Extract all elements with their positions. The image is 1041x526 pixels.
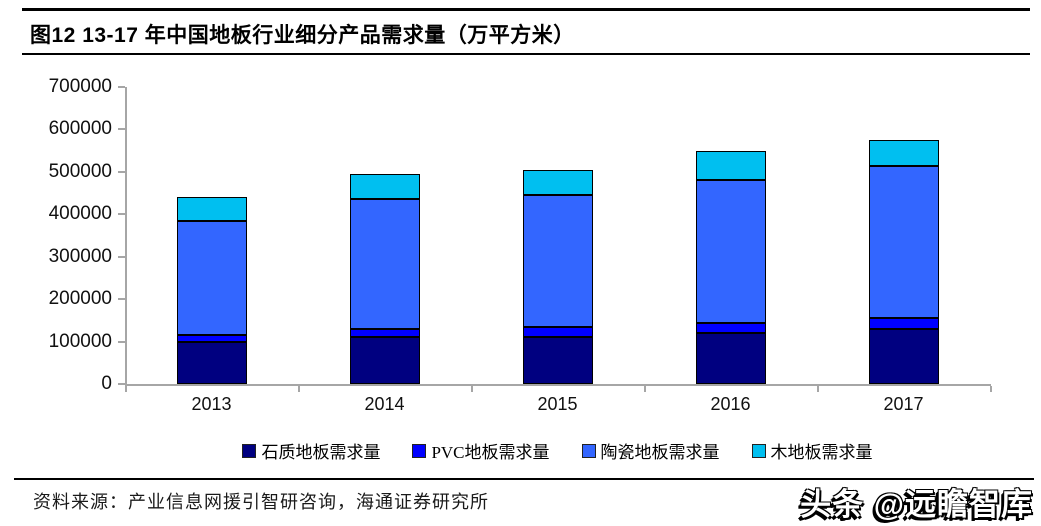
x-axis-tick bbox=[817, 386, 819, 392]
x-axis-tick bbox=[125, 386, 127, 392]
bar-segment bbox=[176, 220, 247, 336]
x-axis-line bbox=[125, 384, 991, 386]
x-axis-tick bbox=[990, 386, 992, 392]
bar-segment bbox=[176, 335, 247, 342]
bar-segment bbox=[522, 195, 593, 327]
y-axis-tick bbox=[118, 298, 125, 301]
y-axis-tick-label: 100000 bbox=[48, 330, 112, 352]
bar-segment bbox=[522, 169, 593, 196]
x-axis-tick-label: 2016 bbox=[710, 394, 751, 414]
bar-segment bbox=[695, 333, 766, 384]
x-axis-labels: 2013 2014 2015 2016 2017 bbox=[125, 394, 990, 418]
bar-segment bbox=[522, 337, 593, 384]
x-axis-tick-label: 2017 bbox=[883, 394, 924, 414]
bar-segment bbox=[695, 180, 766, 323]
y-axis-tick bbox=[118, 170, 125, 173]
bar-group-2016 bbox=[695, 150, 766, 384]
y-axis-tick bbox=[118, 86, 125, 88]
bar-segment bbox=[868, 165, 939, 319]
bar-segment bbox=[176, 341, 247, 384]
bar-segment bbox=[349, 337, 420, 384]
bar-segment bbox=[695, 322, 766, 334]
title-rule-bottom bbox=[22, 53, 1030, 55]
title-rule-top bbox=[22, 8, 1030, 11]
x-axis-tick-label: 2013 bbox=[191, 394, 232, 414]
bar-group-2013 bbox=[176, 197, 247, 384]
y-axis-tick-label: 500000 bbox=[48, 160, 112, 182]
bar-segment bbox=[176, 197, 247, 221]
watermark-toutiao: 头条 @远瞻智库 bbox=[800, 487, 1033, 522]
source-text: 资料来源：产业信息网援引智研咨询，海通证券研究所 bbox=[33, 492, 489, 512]
x-axis-tick bbox=[471, 386, 473, 392]
y-axis-tick-label: 200000 bbox=[48, 288, 112, 310]
y-axis-tick bbox=[118, 213, 125, 216]
y-axis-tick bbox=[118, 128, 125, 131]
y-axis-tick-label: 400000 bbox=[48, 203, 112, 225]
x-axis-tick-label: 2015 bbox=[537, 394, 578, 414]
y-axis-line bbox=[125, 87, 127, 385]
x-axis-tick bbox=[298, 386, 300, 392]
legend-label: 木地板需求量 bbox=[770, 443, 873, 462]
legend-swatch-icon bbox=[751, 443, 766, 458]
y-axis-tick-label: 600000 bbox=[48, 118, 112, 140]
bar-segment bbox=[868, 328, 939, 384]
bar-group-2015 bbox=[522, 169, 593, 384]
y-axis-tick-label: 0 bbox=[101, 373, 112, 394]
bar-segment bbox=[868, 140, 939, 166]
legend-label: PVC地板需求量 bbox=[431, 443, 550, 462]
y-axis-tick-label: 700000 bbox=[48, 76, 112, 97]
y-axis-tick bbox=[118, 255, 125, 258]
bar-group-2017 bbox=[868, 140, 939, 384]
bar-segment bbox=[695, 150, 766, 181]
bar-segment bbox=[349, 199, 420, 329]
legend-swatch-icon bbox=[242, 443, 257, 458]
y-axis-tick bbox=[118, 340, 125, 343]
bar-segment bbox=[522, 326, 593, 338]
x-axis-tick bbox=[644, 386, 646, 392]
legend-label: 陶瓷地板需求量 bbox=[600, 443, 720, 462]
chart-title: 图12 13-17 年中国地板行业细分产品需求量（万平方米） bbox=[30, 24, 575, 47]
legend-swatch-icon bbox=[581, 443, 596, 458]
bar-group-2014 bbox=[349, 174, 420, 384]
plot-area bbox=[125, 87, 990, 384]
legend-item: 石质地板需求量 bbox=[242, 438, 380, 463]
legend-item: 木地板需求量 bbox=[751, 438, 873, 463]
y-axis-tick-label: 300000 bbox=[48, 245, 112, 267]
bar-segment bbox=[868, 318, 939, 329]
legend-label: 石质地板需求量 bbox=[261, 443, 381, 462]
x-axis-tick-label: 2014 bbox=[364, 394, 405, 414]
legend: 石质地板需求量 PVC地板需求量 陶瓷地板需求量 木地板需求量 bbox=[125, 438, 990, 463]
bar-segment bbox=[349, 328, 420, 338]
footer-rule bbox=[14, 478, 1034, 480]
legend-item: 陶瓷地板需求量 bbox=[581, 438, 720, 463]
bar-segment bbox=[349, 174, 420, 200]
y-axis-tick bbox=[118, 383, 125, 385]
legend-item: PVC地板需求量 bbox=[412, 438, 550, 463]
legend-swatch-icon bbox=[412, 443, 427, 458]
